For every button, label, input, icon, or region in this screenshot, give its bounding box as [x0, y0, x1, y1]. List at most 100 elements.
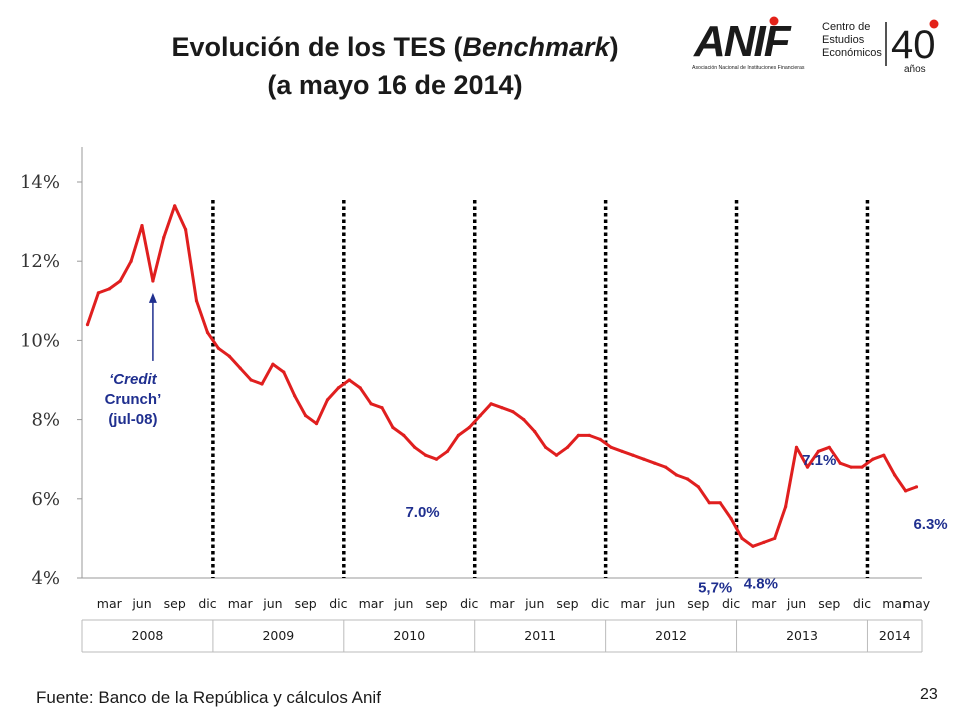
month-tick-label: sep: [425, 596, 447, 611]
logo-center-line-1: Centro de: [822, 21, 870, 33]
month-tick-label: dic: [853, 596, 871, 611]
series-point: [184, 227, 188, 232]
month-tick-label: dic: [722, 596, 740, 611]
series-point: [794, 445, 799, 449]
logo-tagline: Asociación Nacional de Instituciones Fin…: [692, 65, 805, 71]
series-point: [500, 406, 504, 410]
series-point: [576, 433, 581, 437]
month-tick-label: mar: [882, 596, 908, 611]
annotation-label: 5,7%: [698, 580, 732, 597]
logo-anniversary-dot: [929, 19, 939, 29]
series-point: [805, 465, 810, 469]
axis-labels: 4%6%8%10%12%14%mar jun sep dic mar jun sep dic m…: [20, 172, 931, 643]
series-point: [467, 425, 471, 430]
series-point: [424, 453, 428, 457]
source-note: Fuente: Banco de la República y cálculos…: [36, 688, 381, 707]
series-point: [533, 429, 537, 434]
series-point: [238, 366, 242, 370]
y-tick-label: 8%: [31, 410, 60, 431]
series-point: [391, 425, 395, 430]
series-point: [620, 449, 624, 453]
annotations: ‘Credit Crunch’ (jul-08) 7.0% 5,7% 4.8% 7.1% 6.…: [105, 292, 948, 597]
series-point: [773, 536, 777, 541]
series-point: [271, 362, 275, 366]
month-tick-label: sep: [687, 596, 709, 611]
month-tick-label: may: [903, 596, 931, 611]
series-point: [347, 378, 351, 382]
series-point: [140, 224, 144, 228]
title-line-1: Evolución de los TES (Benchmark): [171, 32, 619, 62]
year-label: 2011: [524, 628, 556, 643]
series-point: [849, 465, 853, 469]
annotation-label: Crunch’: [105, 391, 162, 408]
series-point: [631, 453, 635, 457]
y-tick-label: 4%: [31, 568, 60, 589]
year-label: 2010: [393, 628, 425, 643]
logo-brand: ANIF: [693, 17, 792, 66]
year-label: 2014: [879, 628, 911, 643]
series-point: [162, 235, 166, 239]
series-point: [173, 204, 177, 208]
series-point: [336, 386, 340, 390]
series-point: [751, 544, 755, 548]
series-point: [216, 346, 220, 350]
series-point: [260, 382, 264, 386]
month-tick-label: dic: [329, 596, 347, 611]
series-point: [653, 461, 657, 465]
series-point: [282, 370, 286, 374]
month-tick-label: jun: [131, 596, 151, 611]
series-point: [107, 287, 111, 291]
series-point: [205, 330, 210, 335]
series-point: [707, 501, 711, 505]
series-point: [456, 433, 460, 437]
year-label: 2009: [262, 628, 294, 643]
series-point: [685, 477, 690, 481]
series-point: [325, 398, 330, 402]
series-point: [740, 536, 744, 541]
series-point: [827, 445, 831, 449]
month-tick-label: mar: [228, 596, 254, 611]
title-line-2: (a mayo 16 de 2014): [267, 70, 523, 100]
month-tick-label: dic: [591, 596, 609, 611]
series-point: [914, 485, 919, 489]
series-point: [729, 517, 733, 521]
month-tick-label: dic: [198, 596, 216, 611]
logo-anniversary-word: años: [904, 64, 926, 75]
series-point: [118, 279, 122, 283]
annotation-label: 7.1%: [802, 452, 836, 469]
series-point: [369, 402, 373, 406]
series-point: [664, 465, 668, 469]
annotation-label: 6.3%: [913, 516, 947, 533]
series-point: [478, 414, 482, 418]
series-point: [762, 540, 766, 545]
series-point: [554, 453, 559, 457]
chart-title: Evolución de los TES (Benchmark) (a mayo…: [90, 28, 700, 104]
credit-crunch-arrow-head: [148, 292, 157, 303]
series-point: [85, 323, 90, 327]
annotation-label: (jul-08): [108, 411, 157, 428]
month-tick-label: jun: [393, 596, 413, 611]
series-point: [893, 473, 897, 477]
series-point: [674, 473, 679, 477]
series-point: [293, 394, 297, 398]
series-point: [380, 406, 384, 410]
annotation-label: 7.0%: [405, 504, 439, 521]
year-label: 2008: [132, 628, 164, 643]
series-point: [718, 501, 722, 505]
annotation-label: 4.8%: [744, 575, 778, 592]
series-point: [489, 402, 493, 406]
series-point: [882, 453, 886, 457]
year-label: 2012: [655, 628, 687, 643]
month-tick-label: jun: [262, 596, 282, 611]
series-point: [565, 445, 570, 449]
page-number: 23: [920, 686, 938, 703]
y-tick-label: 12%: [20, 251, 60, 272]
series-point: [129, 259, 133, 263]
series-point: [249, 378, 253, 382]
month-tick-label: jun: [524, 596, 544, 611]
month-tick-label: sep: [295, 596, 317, 611]
series-point: [314, 422, 319, 426]
series-point: [871, 457, 875, 461]
series-point: [784, 505, 788, 509]
